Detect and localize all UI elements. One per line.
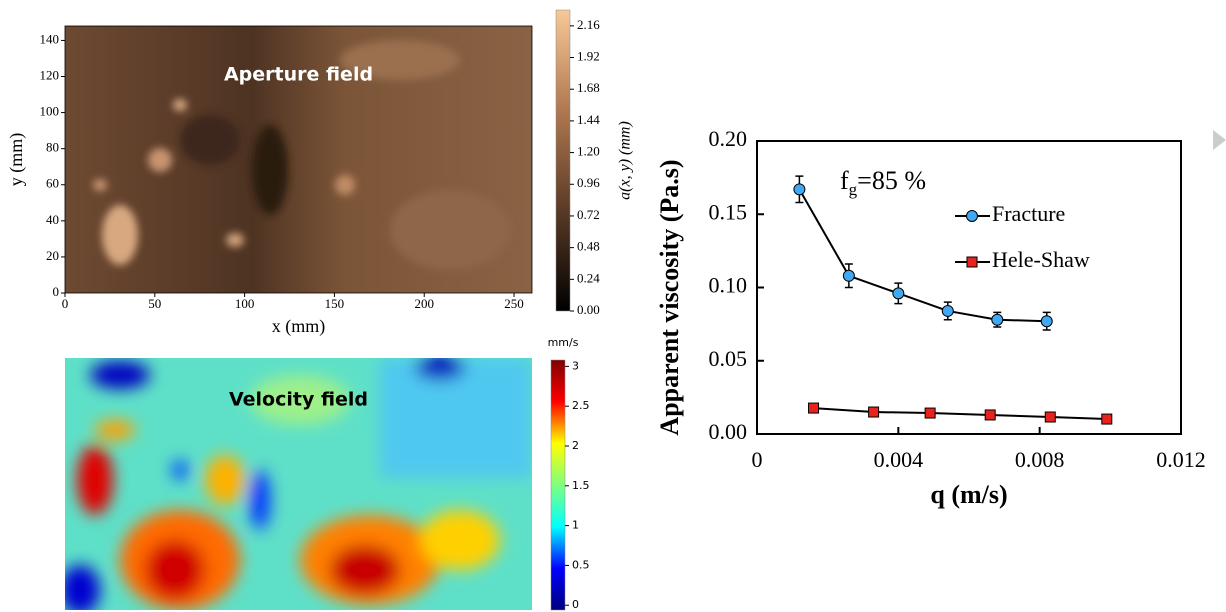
panel-annotation: Aperture field [224,64,373,86]
y-axis-label: Apparent viscosity (Pa.s) [655,159,684,435]
annotation-rest: =85 % [857,166,926,195]
y-tick-label: 140 [40,31,60,46]
axes-frame [756,140,1182,435]
legend-marker [966,256,978,268]
annotation: fg=85 % [840,166,926,199]
marker [892,287,905,300]
x-tick-label: 150 [325,296,345,311]
marker [842,269,855,282]
y-tick-label: 0 [53,284,60,299]
colorbar-label: a(x, y) (mm) [617,121,634,200]
x-tick-label: 0 [752,447,763,472]
legend-label: Hele-Shaw [992,247,1090,272]
y-tick-label: 80 [46,140,59,155]
y-tick-label: 20 [46,248,59,263]
x-tick-label: 100 [235,296,255,311]
marker [984,409,996,421]
x-tick-label: 0.008 [1015,447,1065,472]
annotation-sub: g [849,180,858,199]
series-line [798,188,1047,323]
y-tick-label: 0.05 [709,346,748,371]
x-tick-label: 200 [414,296,434,311]
marker [1101,413,1113,425]
annotation-base: f [840,166,849,195]
marker [991,313,1004,326]
marker [1040,315,1053,328]
colorbar-tick-label: 2 [572,439,579,452]
x-tick-label: 50 [148,296,161,311]
colorbar-tick-label: 1 [572,519,579,532]
colorbar-tick-label: 0 [572,598,579,611]
x-tick-label: 0.004 [874,447,924,472]
colorbar-tick-label: 0.00 [577,302,600,317]
colorbar-tick-label: 1.44 [577,112,600,127]
aperture-image [65,26,532,293]
legend-marker [966,210,978,222]
marker [808,402,820,414]
colorbar-tick-label: 2.16 [577,17,600,32]
x-tick-label: 250 [504,296,524,311]
legend-label: Fracture [992,201,1065,226]
velocity-image [65,358,532,610]
y-tick-label: 120 [40,67,60,82]
y-axis-label: y (mm) [6,133,27,187]
marker [1044,411,1056,423]
colorbar-tick-label: 1.68 [577,80,600,95]
y-tick-label: 100 [40,104,60,119]
colorbar-tick-label: 0.48 [577,239,600,254]
colorbar-tick-label: 0.24 [577,270,600,285]
marker [941,304,954,317]
colorbar-tick-label: 2.5 [572,399,590,412]
y-tick-label: 60 [46,176,59,191]
colorbar-tick-label: 3 [572,359,579,372]
colorbar-tick-label: 0.72 [577,207,600,222]
y-tick-label: 0.00 [709,419,748,444]
x-tick-label: 0.012 [1156,447,1206,472]
panel-annotation: Velocity field [229,389,368,411]
colorbar-tick-label: 0.5 [572,558,590,571]
colorbar [555,9,571,312]
y-tick-label: 40 [46,212,59,227]
x-tick-label: 0 [62,296,69,311]
y-tick-label: 0.20 [709,126,748,151]
axes-frame [64,25,533,294]
x-axis-label: q (m/s) [930,480,1007,509]
marker [868,406,880,418]
colorbar [550,359,566,611]
marker [924,407,936,419]
colorbar-label: mm/s [548,336,579,349]
series-line [813,407,1107,421]
y-tick-label: 0.15 [709,199,748,224]
colorbar-tick-label: 0.96 [577,175,600,190]
colorbar-tick-label: 1.5 [572,479,590,492]
y-tick-label: 0.10 [709,273,748,298]
colorbar-tick-label: 1.20 [577,144,600,159]
x-axis-label: x (mm) [272,316,326,337]
arrow-decoration [1213,130,1226,150]
colorbar-tick-label: 1.92 [577,49,600,64]
marker [793,183,806,196]
